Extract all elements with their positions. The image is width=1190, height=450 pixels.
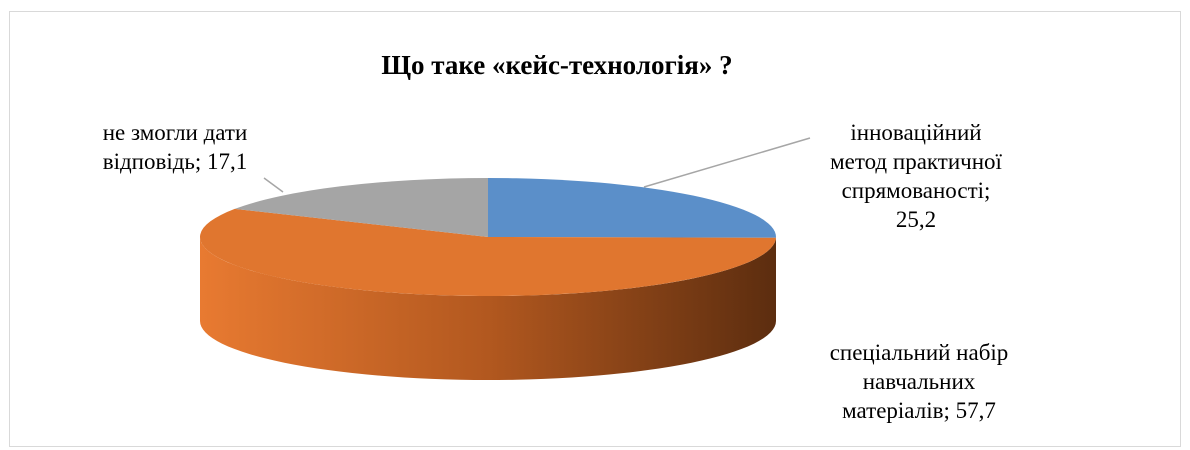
chart-title: Що таке «кейс-технологія» ?: [381, 50, 732, 80]
leader-line-не-змогли-дати-відповідь: [263, 177, 284, 193]
data-label-інноваційний-метод-практичної-спрямованості: інноваційний метод практичної спрямованост…: [830, 120, 1002, 232]
pie-side-wall-segment: [200, 237, 776, 380]
data-label-не-змогли-дати-відповідь: не змогли дати відповідь; 17,1: [103, 120, 248, 174]
data-label-спеціальний-набір-навчальних-матеріалів: спеціальний набір навчальних матеріалів; 5…: [830, 340, 1009, 423]
pie-slice-інноваційний-метод-практичної-спрямованості: [488, 178, 777, 238]
pie-side-wall: [200, 237, 776, 380]
pie-slice-спеціальний-набір-навчальних-матеріалів: [199, 208, 776, 296]
leader-lines: [263, 137, 811, 193]
pie-top-face: [199, 178, 777, 296]
pie-slice-не-змогли-дати-відповідь: [234, 178, 488, 237]
leader-line-інноваційний-метод-практичної-спрямованості: [643, 137, 811, 188]
data-labels: інноваційний метод практичної спрямованост…: [103, 120, 1009, 423]
